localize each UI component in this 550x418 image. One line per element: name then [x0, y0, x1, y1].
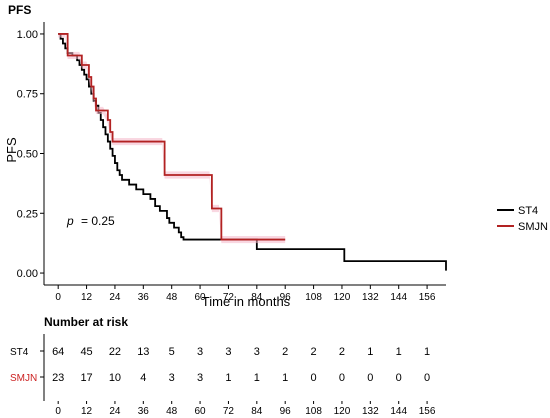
risk-cell: 2 — [282, 346, 288, 358]
risk-x-tick-label: 84 — [251, 406, 263, 417]
x-tick-label: 60 — [195, 292, 207, 303]
risk-cell: 64 — [52, 346, 64, 358]
risk-cell: 1 — [282, 372, 288, 384]
series-line-smjn — [58, 33, 286, 241]
x-tick-label: 120 — [334, 292, 351, 303]
p-value-annotation: p = 0.25 — [66, 214, 115, 228]
y-axis-label: PFS — [4, 137, 19, 163]
risk-cell: 3 — [197, 372, 203, 384]
risk-row-label-smjn: SMJN — [10, 373, 37, 384]
risk-x-tick-label: 156 — [419, 406, 436, 417]
risk-x-tick-label: 120 — [334, 406, 351, 417]
risk-cell: 3 — [225, 346, 231, 358]
risk-cell: 1 — [396, 346, 402, 358]
x-axis-label: Time in months — [202, 294, 291, 309]
legend: ST4 SMJN — [497, 205, 548, 233]
risk-cell: 10 — [109, 372, 121, 384]
risk-x-tick-label: 60 — [195, 406, 207, 417]
x-tick-label: 48 — [166, 292, 178, 303]
risk-cell: 17 — [80, 372, 92, 384]
risk-x-tick-label: 12 — [81, 406, 93, 417]
risk-cell: 1 — [254, 372, 260, 384]
risk-cell: 3 — [169, 372, 175, 384]
x-tick-label: 0 — [55, 292, 61, 303]
x-tick-label: 36 — [138, 292, 150, 303]
risk-cell: 1 — [367, 346, 373, 358]
x-tick-label: 156 — [419, 292, 436, 303]
risk-table-title: Number at risk — [44, 315, 128, 329]
series-line-st4 — [58, 33, 447, 271]
risk-x-tick-label: 24 — [109, 406, 121, 417]
series-layer — [58, 33, 447, 271]
p-symbol: p — [66, 214, 74, 228]
axes — [43, 22, 446, 286]
risk-x-tick-label: 48 — [166, 406, 178, 417]
risk-cell: 1 — [225, 372, 231, 384]
legend-label-st4: ST4 — [518, 205, 538, 217]
risk-cell: 2 — [311, 346, 317, 358]
risk-cell: 3 — [254, 346, 260, 358]
y-tick-label: 0.25 — [17, 208, 38, 220]
y-tick-label: 0.00 — [17, 268, 38, 280]
x-tick-label: 108 — [305, 292, 322, 303]
risk-cell: 5 — [169, 346, 175, 358]
risk-x-tick-label: 36 — [138, 406, 150, 417]
risk-cell: 1 — [424, 346, 430, 358]
risk-cell: 0 — [396, 372, 402, 384]
x-tick-label: 84 — [251, 292, 263, 303]
x-tick-label: 72 — [223, 292, 235, 303]
x-axis-ticks: 0 12 24 36 48 60 72 84 96 108 120 132 144 156 — [55, 285, 436, 303]
chart-title: PFS — [8, 3, 31, 17]
risk-cell: 0 — [367, 372, 373, 384]
risk-cell: 23 — [52, 372, 64, 384]
risk-row-label-st4: ST4 — [10, 347, 29, 358]
risk-x-tick-label: 96 — [280, 406, 292, 417]
risk-cell: 0 — [311, 372, 317, 384]
risk-cell: 0 — [339, 372, 345, 384]
y-tick-label: 0.75 — [17, 89, 38, 101]
legend-label-smjn: SMJN — [518, 221, 548, 233]
risk-cell: 2 — [339, 346, 345, 358]
risk-cell: 0 — [424, 372, 430, 384]
y-tick-label: 1.00 — [17, 29, 38, 41]
risk-cell: 13 — [137, 346, 149, 358]
risk-x-tick-label: 132 — [362, 406, 379, 417]
p-value: = 0.25 — [81, 214, 115, 228]
risk-x-tick-label: 144 — [390, 406, 407, 417]
risk-x-tick-label: 72 — [223, 406, 235, 417]
risk-x-tick-label: 108 — [305, 406, 322, 417]
risk-x-tick-label: 0 — [55, 406, 61, 417]
x-tick-label: 96 — [280, 292, 292, 303]
risk-cell: 45 — [80, 346, 92, 358]
y-axis-ticks: 0.00 0.25 0.50 0.75 1.00 — [17, 29, 44, 280]
x-tick-label: 24 — [109, 292, 121, 303]
x-tick-label: 132 — [362, 292, 379, 303]
series-band-smjn — [58, 33, 286, 244]
risk-cell: 22 — [109, 346, 121, 358]
risk-cell: 4 — [140, 372, 146, 384]
y-tick-label: 0.50 — [17, 149, 38, 161]
x-tick-label: 12 — [81, 292, 93, 303]
x-tick-label: 144 — [390, 292, 407, 303]
risk-cell: 3 — [197, 346, 203, 358]
